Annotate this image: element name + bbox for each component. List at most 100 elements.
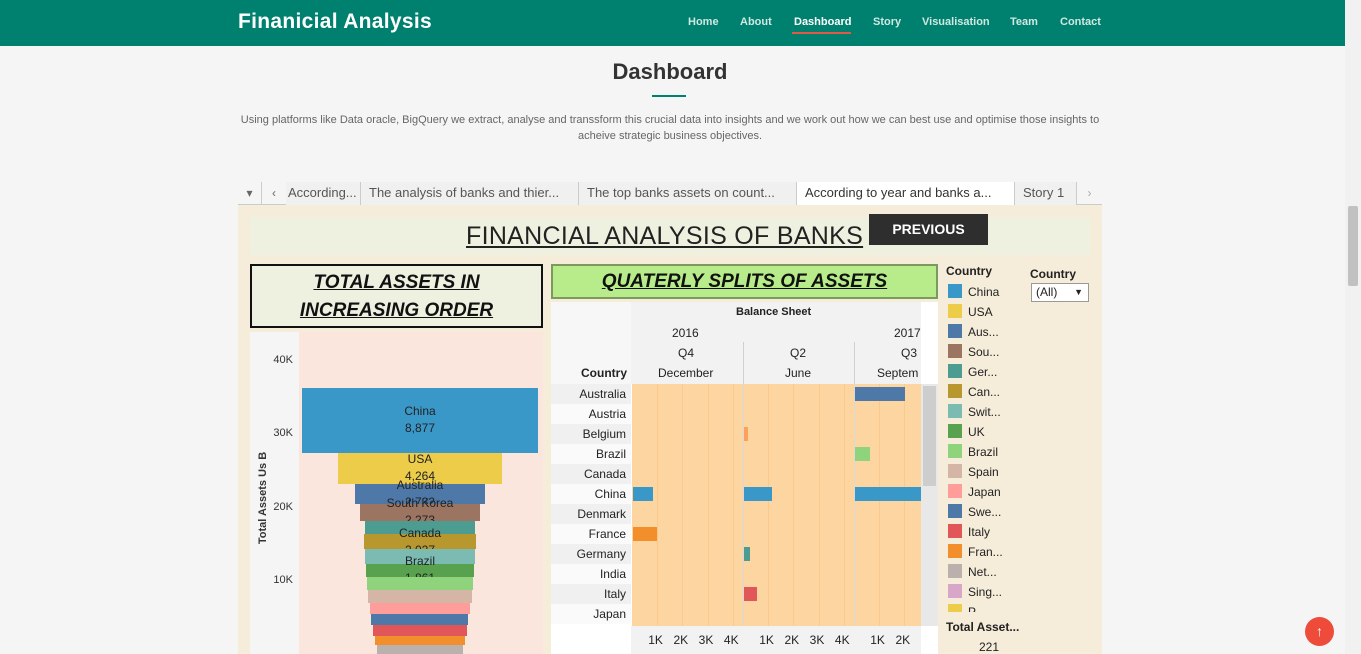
quarterly-splits-chart[interactable]: Balance Sheet 2016 2017 Q4 Q2 Q3 Decembe…	[551, 302, 938, 654]
row-label[interactable]: India	[599, 567, 626, 581]
legend-item[interactable]: Can...	[948, 384, 1000, 399]
legend-item[interactable]: Sou...	[948, 344, 999, 359]
grid-line	[793, 384, 795, 626]
legend-item[interactable]: Spain	[948, 464, 999, 479]
nav-about[interactable]: About	[740, 16, 772, 28]
row-background	[551, 584, 631, 604]
scroll-to-top-button[interactable]: ↑	[1305, 617, 1334, 646]
header-separator	[854, 342, 855, 384]
heatmap-bar[interactable]	[633, 487, 654, 501]
page-scrollbar[interactable]	[1345, 0, 1361, 654]
legend-item[interactable]: Brazil	[948, 444, 998, 459]
funnel-bar[interactable]	[365, 520, 475, 535]
legend-item[interactable]: Ger...	[948, 364, 997, 379]
balance-sheet-header: Balance Sheet	[736, 306, 812, 318]
nav-story[interactable]: Story	[873, 16, 902, 28]
tab-4[interactable]: According to year and banks a...	[797, 182, 1015, 205]
legend-item[interactable]: Swe...	[948, 504, 1001, 519]
legend-item[interactable]: Italy	[948, 524, 990, 539]
category-label: Canada	[398, 525, 442, 540]
x-tick-label: 4K	[834, 633, 850, 647]
chevron-down-icon: ▼	[1074, 287, 1083, 297]
x-tick-label: 2K	[673, 633, 689, 647]
row-label[interactable]: Japan	[593, 607, 626, 621]
funnel-bar[interactable]	[368, 590, 472, 603]
heatmap-bar[interactable]	[744, 427, 748, 441]
legend-label: Net...	[968, 565, 997, 579]
scroll-thumb[interactable]	[1348, 206, 1358, 286]
legend-item[interactable]: China	[948, 284, 999, 299]
month-june: June	[785, 366, 812, 380]
intro-text: Using platforms like Data oracle, BigQue…	[240, 114, 1100, 142]
funnel-bar[interactable]	[371, 614, 469, 626]
funnel-bar[interactable]	[366, 577, 474, 591]
funnel-bar[interactable]	[364, 549, 476, 564]
heatmap-bar[interactable]	[855, 447, 871, 461]
row-label[interactable]: Canada	[583, 467, 626, 481]
row-header-country: Country	[581, 366, 627, 380]
heatmap-bar[interactable]	[744, 547, 751, 561]
country-filter-select[interactable]: (All) ▼	[1031, 283, 1089, 302]
legend-item[interactable]: Japan	[948, 484, 1001, 499]
row-label[interactable]: Brazil	[595, 447, 626, 461]
total-assets-title-line2: INCREASING ORDER	[299, 300, 494, 321]
legend-swatch	[948, 564, 962, 578]
funnel-bar[interactable]	[360, 503, 480, 521]
heatmap-scroll-thumb[interactable]	[923, 386, 936, 486]
heatmap-bar[interactable]	[855, 387, 906, 401]
nav-contact[interactable]: Contact	[1060, 16, 1101, 28]
tabs-prev-icon[interactable]: ‹	[272, 186, 276, 200]
funnel-bar[interactable]	[376, 645, 464, 654]
legend-item[interactable]: UK	[948, 424, 985, 439]
funnel-bar[interactable]	[338, 452, 502, 484]
category-label: Brazil	[404, 554, 435, 569]
nav-visualisation[interactable]: Visualisation	[922, 16, 990, 28]
previous-button[interactable]: PREVIOUS	[869, 214, 988, 245]
tab-2[interactable]: The analysis of banks and thier...	[361, 182, 579, 205]
legend-item[interactable]: USA	[948, 304, 993, 319]
funnel-bar[interactable]	[354, 483, 486, 504]
row-label[interactable]: Italy	[603, 587, 626, 601]
funnel-bar[interactable]	[302, 387, 538, 453]
nav-dashboard[interactable]: Dashboard	[794, 16, 852, 28]
brand-logo[interactable]: Finanicial Analysis	[238, 10, 432, 33]
nav-home[interactable]: Home	[688, 16, 719, 28]
heatmap-bar[interactable]	[744, 587, 757, 601]
row-label[interactable]: Austria	[588, 407, 626, 421]
legend-item[interactable]: Sing...	[948, 584, 1002, 599]
heatmap-scrollbar[interactable]	[921, 384, 938, 626]
funnel-bar[interactable]	[363, 534, 477, 550]
tabs-next-icon[interactable]: ›	[1087, 186, 1092, 200]
row-label[interactable]: China	[594, 487, 626, 501]
nav-team[interactable]: Team	[1010, 16, 1038, 28]
tab-5[interactable]: Story 1	[1015, 182, 1077, 205]
funnel-bar[interactable]	[369, 602, 471, 615]
heatmap-cells[interactable]	[632, 384, 921, 626]
row-label[interactable]: Belgium	[582, 427, 626, 441]
month-september: Septem	[877, 366, 919, 380]
row-label[interactable]: Germany	[576, 547, 626, 561]
category-label: USA	[407, 452, 433, 467]
legend-item[interactable]: Swit...	[948, 404, 1001, 419]
row-label[interactable]: Australia	[579, 387, 626, 401]
funnel-bar[interactable]	[374, 635, 466, 646]
total-assets-value: 221	[979, 640, 1000, 654]
total-assets-chart[interactable]: Total Assets Us B 40K 30K 20K 10K China 8,877…	[250, 332, 543, 654]
panel-separator	[743, 384, 744, 626]
legend-label: Spain	[968, 465, 999, 479]
tab-1[interactable]: According...	[286, 182, 361, 205]
row-label[interactable]: Denmark	[577, 507, 626, 521]
tabs-dropdown-icon[interactable]: ▾	[238, 182, 262, 205]
heatmap-bar[interactable]	[855, 487, 921, 501]
row-header-band	[551, 302, 631, 384]
legend-item[interactable]: Fran...	[948, 544, 1003, 559]
row-label[interactable]: France	[588, 527, 626, 541]
legend-item[interactable]: Net...	[948, 564, 997, 579]
heatmap-bar[interactable]	[633, 527, 657, 541]
legend-item[interactable]: P...	[948, 604, 984, 612]
heatmap-bar[interactable]	[744, 487, 772, 501]
funnel-bar[interactable]	[365, 563, 475, 578]
tab-3[interactable]: The top banks assets on count...	[579, 182, 797, 205]
legend-item[interactable]: Aus...	[948, 324, 999, 339]
funnel-bar[interactable]	[373, 625, 467, 636]
